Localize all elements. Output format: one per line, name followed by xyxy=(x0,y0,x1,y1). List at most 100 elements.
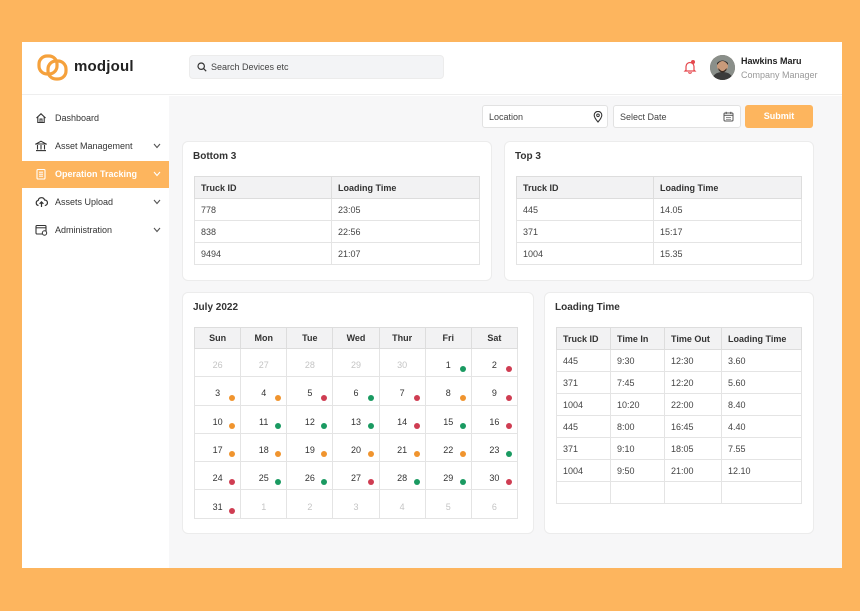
status-dot-green xyxy=(275,422,282,429)
table-row: 9494 21:07 xyxy=(194,242,480,265)
calendar-day[interactable]: 30 xyxy=(378,347,426,378)
calendar-day[interactable]: 30 xyxy=(470,461,519,491)
calendar-day[interactable]: 4 xyxy=(378,489,426,519)
sidebar-item-label: Operation Tracking xyxy=(55,169,138,179)
avatar[interactable] xyxy=(710,55,735,80)
loading-time-table: Truck ID Time In Time Out Loading Time 445 9… xyxy=(556,327,802,504)
sidebar-item-administration[interactable]: Administration xyxy=(22,217,169,244)
location-select[interactable]: Location xyxy=(482,105,608,128)
status-dot-green xyxy=(367,394,374,401)
calendar-day[interactable]: 6 xyxy=(470,489,519,519)
day-number: 29 xyxy=(443,473,454,484)
calendar-day[interactable]: 10 xyxy=(193,404,242,434)
user-role: Company Manager xyxy=(741,70,818,80)
table-cell: 445 xyxy=(556,415,611,438)
calendar-day[interactable]: 15 xyxy=(424,404,472,434)
table-row: 838 22:56 xyxy=(194,220,480,243)
calendar-day[interactable]: 8 xyxy=(424,376,472,406)
column-header: Truck ID xyxy=(556,327,611,350)
calendar-day[interactable]: 5 xyxy=(424,489,472,519)
calendar-day[interactable]: 22 xyxy=(424,432,472,463)
calendar-day[interactable]: 26 xyxy=(286,461,334,491)
table-cell: 12.10 xyxy=(721,459,802,482)
table-cell: 21:00 xyxy=(664,459,722,482)
table-cell: 445 xyxy=(556,349,611,372)
top-3-table: Truck ID Loading Time 445 14.05 371 15:17 … xyxy=(516,176,802,265)
calendar-day[interactable]: 19 xyxy=(286,432,334,463)
top-bar: modjoul Search Devices etc xyxy=(22,42,842,95)
calendar-day[interactable]: 11 xyxy=(240,404,288,434)
day-number: 26 xyxy=(304,473,315,484)
table-cell: 3.60 xyxy=(721,349,802,372)
search-input[interactable]: Search Devices etc xyxy=(189,55,444,79)
loading-time-title: Loading Time xyxy=(555,302,620,313)
calendar-title: July 2022 xyxy=(193,302,239,313)
calendar-day[interactable]: 12 xyxy=(286,404,334,434)
calendar-day[interactable]: 7 xyxy=(378,376,426,406)
calendar-day[interactable]: 3 xyxy=(332,489,380,519)
calendar-day[interactable]: 6 xyxy=(332,376,380,406)
calendar-day[interactable]: 27 xyxy=(240,347,288,378)
calendar-day[interactable]: 13 xyxy=(332,404,380,434)
calendar-day[interactable]: 23 xyxy=(470,432,519,463)
day-number: 26 xyxy=(212,360,223,371)
main-content: Location Select Date Bottom 3 xyxy=(169,96,842,568)
calendar-day[interactable]: 16 xyxy=(470,404,519,434)
day-number: 22 xyxy=(443,445,454,456)
table-cell: 1004 xyxy=(556,459,611,482)
day-number: 30 xyxy=(489,473,500,484)
calendar-week: 3 4 5 6 7 8 9 xyxy=(193,376,519,406)
calendar-day[interactable]: 26 xyxy=(193,347,242,378)
date-picker[interactable]: Select Date xyxy=(613,105,741,128)
calendar-day[interactable]: 20 xyxy=(332,432,380,463)
calendar-day[interactable]: 25 xyxy=(240,461,288,491)
table-cell: 15.35 xyxy=(653,242,802,265)
day-number: 15 xyxy=(443,416,454,427)
table-cell: 22:00 xyxy=(664,393,722,416)
status-dot-orange xyxy=(229,422,236,429)
calendar-day[interactable]: 1 xyxy=(424,347,472,378)
sidebar-item-operation-tracking[interactable]: Operation Tracking xyxy=(22,161,169,188)
status-dot-orange xyxy=(459,451,466,458)
calendar-day[interactable]: 9 xyxy=(470,376,519,406)
day-number: 4 xyxy=(261,388,267,399)
calendar-day[interactable]: 4 xyxy=(240,376,288,406)
sidebar-item-dashboard[interactable]: Dashboard xyxy=(22,105,169,132)
day-number: 20 xyxy=(350,445,361,456)
calendar-day[interactable]: 28 xyxy=(378,461,426,491)
weekday-header: Sun xyxy=(193,327,242,349)
calendar-week: 17 18 19 20 21 22 23 xyxy=(193,432,519,463)
calendar-day[interactable]: 14 xyxy=(378,404,426,434)
sidebar-item-asset-management[interactable]: Asset Management xyxy=(22,133,169,160)
calendar-day[interactable]: 31 xyxy=(193,489,242,519)
calendar-day[interactable]: 29 xyxy=(424,461,472,491)
calendar-day[interactable]: 27 xyxy=(332,461,380,491)
day-number: 23 xyxy=(489,445,500,456)
calendar-day[interactable]: 2 xyxy=(286,489,334,519)
status-dot-green xyxy=(321,479,328,486)
calendar-day[interactable]: 2 xyxy=(470,347,519,378)
status-dot-red xyxy=(506,422,512,429)
calendar-day[interactable]: 24 xyxy=(193,461,242,491)
logo[interactable]: modjoul xyxy=(37,53,137,83)
table-cell xyxy=(721,481,802,504)
calendar-day[interactable]: 17 xyxy=(193,432,242,463)
submit-button[interactable]: Submit xyxy=(745,105,813,128)
calendar-day[interactable]: 5 xyxy=(286,376,334,406)
weekday-header: Tue xyxy=(286,327,334,349)
sidebar-item-assets-upload[interactable]: Assets Upload xyxy=(22,189,169,216)
table-cell xyxy=(610,481,665,504)
calendar-day[interactable]: 29 xyxy=(332,347,380,378)
status-dot-orange xyxy=(459,394,466,401)
calendar-day[interactable]: 1 xyxy=(240,489,288,519)
notifications-button[interactable] xyxy=(683,60,697,79)
calendar-day[interactable]: 18 xyxy=(240,432,288,463)
calendar-day[interactable]: 3 xyxy=(193,376,242,406)
table-row xyxy=(556,481,802,504)
chevron-down-icon xyxy=(153,199,161,205)
column-header: Loading Time xyxy=(331,176,480,199)
calendar-day[interactable]: 21 xyxy=(378,432,426,463)
calendar-day[interactable]: 28 xyxy=(286,347,334,378)
admin-settings-icon xyxy=(35,224,48,236)
sidebar-item-label: Asset Management xyxy=(55,141,133,151)
